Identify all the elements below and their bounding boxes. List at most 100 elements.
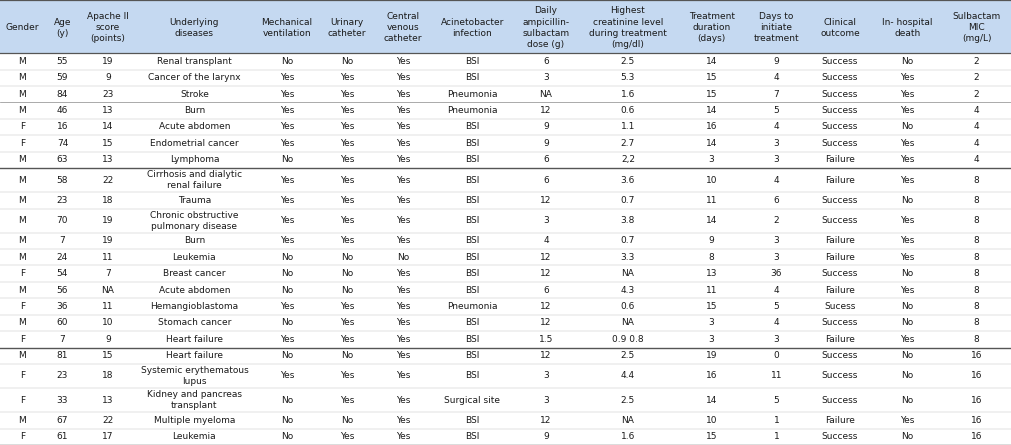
Text: No: No [901,396,913,405]
Text: 60: 60 [57,318,68,328]
Bar [0,364,1011,388]
Text: No: No [901,318,913,328]
Text: 9: 9 [543,432,548,441]
Text: 36: 36 [57,302,68,311]
Text: 24: 24 [57,253,68,262]
Text: 13: 13 [102,396,113,405]
Text: 12: 12 [540,318,551,328]
Text: Mechanical
ventilation: Mechanical ventilation [261,17,312,38]
Text: Yes: Yes [395,216,409,225]
Text: Yes: Yes [900,155,914,164]
Text: Yes: Yes [395,416,409,425]
Text: Yes: Yes [340,318,354,328]
Text: Yes: Yes [395,396,409,405]
Text: 8: 8 [708,253,714,262]
Text: BSI: BSI [465,196,479,205]
Bar [0,86,1011,102]
Text: 8: 8 [973,175,979,185]
Text: 3: 3 [772,139,778,148]
Text: 3: 3 [708,155,714,164]
Text: Yes: Yes [279,196,294,205]
Text: Yes: Yes [395,302,409,311]
Text: Yes: Yes [395,57,409,66]
Text: Success: Success [821,89,857,99]
Text: F: F [20,396,25,405]
Text: Yes: Yes [340,175,354,185]
Text: Failure: Failure [824,175,854,185]
Text: 3: 3 [772,253,778,262]
Text: Systemic erythematous
lupus: Systemic erythematous lupus [141,366,248,386]
Text: 16: 16 [970,372,982,380]
Text: BSI: BSI [465,372,479,380]
Text: 12: 12 [540,196,551,205]
Text: 56: 56 [57,286,68,295]
Text: 8: 8 [973,318,979,328]
Text: 16: 16 [970,416,982,425]
Text: 12: 12 [540,416,551,425]
Text: 0.9 0.8: 0.9 0.8 [612,335,643,344]
Text: No: No [280,286,293,295]
Text: Leukemia: Leukemia [173,253,216,262]
Text: F: F [20,335,25,344]
Bar [0,0,1011,53]
Text: 1: 1 [772,432,778,441]
Text: 1.6: 1.6 [620,89,635,99]
Text: 63: 63 [57,155,68,164]
Text: 5: 5 [772,396,778,405]
Bar [0,135,1011,152]
Text: 18: 18 [102,196,113,205]
Text: Yes: Yes [279,236,294,245]
Text: 4: 4 [973,106,979,115]
Text: No: No [280,155,293,164]
Text: 0.7: 0.7 [620,236,635,245]
Text: 6: 6 [772,196,778,205]
Text: Pneumonia: Pneumonia [447,302,497,311]
Text: BSI: BSI [465,318,479,328]
Text: 9: 9 [708,236,714,245]
Text: M: M [18,286,26,295]
Text: Yes: Yes [900,236,914,245]
Text: 17: 17 [102,432,113,441]
Text: 0: 0 [772,351,778,360]
Text: Yes: Yes [340,196,354,205]
Text: Failure: Failure [824,253,854,262]
Text: No: No [396,253,408,262]
Bar [0,168,1011,192]
Text: 16: 16 [705,372,717,380]
Text: Yes: Yes [340,73,354,82]
Text: Yes: Yes [279,175,294,185]
Text: 19: 19 [102,236,113,245]
Text: Yes: Yes [395,155,409,164]
Text: 8: 8 [973,236,979,245]
Text: Hemangioblastoma: Hemangioblastoma [151,302,239,311]
Text: 16: 16 [970,396,982,405]
Text: Yes: Yes [900,106,914,115]
Text: 2: 2 [772,216,778,225]
Text: 4: 4 [973,139,979,148]
Text: 5: 5 [772,302,778,311]
Text: 11: 11 [705,286,717,295]
Text: 19: 19 [102,57,113,66]
Text: M: M [18,73,26,82]
Text: Success: Success [821,216,857,225]
Text: 16: 16 [57,122,68,131]
Text: Burn: Burn [184,236,205,245]
Text: 8: 8 [973,253,979,262]
Text: Leukemia: Leukemia [173,432,216,441]
Text: 15: 15 [705,432,717,441]
Text: Sulbactam
MIC
(mg/L): Sulbactam MIC (mg/L) [951,12,1000,43]
Text: 4.4: 4.4 [621,372,634,380]
Text: 2.5: 2.5 [620,351,635,360]
Text: In- hospital
death: In- hospital death [882,17,932,38]
Text: Success: Success [821,372,857,380]
Text: Success: Success [821,139,857,148]
Text: 2.5: 2.5 [620,57,635,66]
Text: Multiple myeloma: Multiple myeloma [154,416,235,425]
Text: Surgical site: Surgical site [444,396,499,405]
Text: Yes: Yes [279,216,294,225]
Text: M: M [18,57,26,66]
Text: 13: 13 [102,155,113,164]
Text: 11: 11 [705,196,717,205]
Text: Yes: Yes [340,372,354,380]
Text: M: M [18,351,26,360]
